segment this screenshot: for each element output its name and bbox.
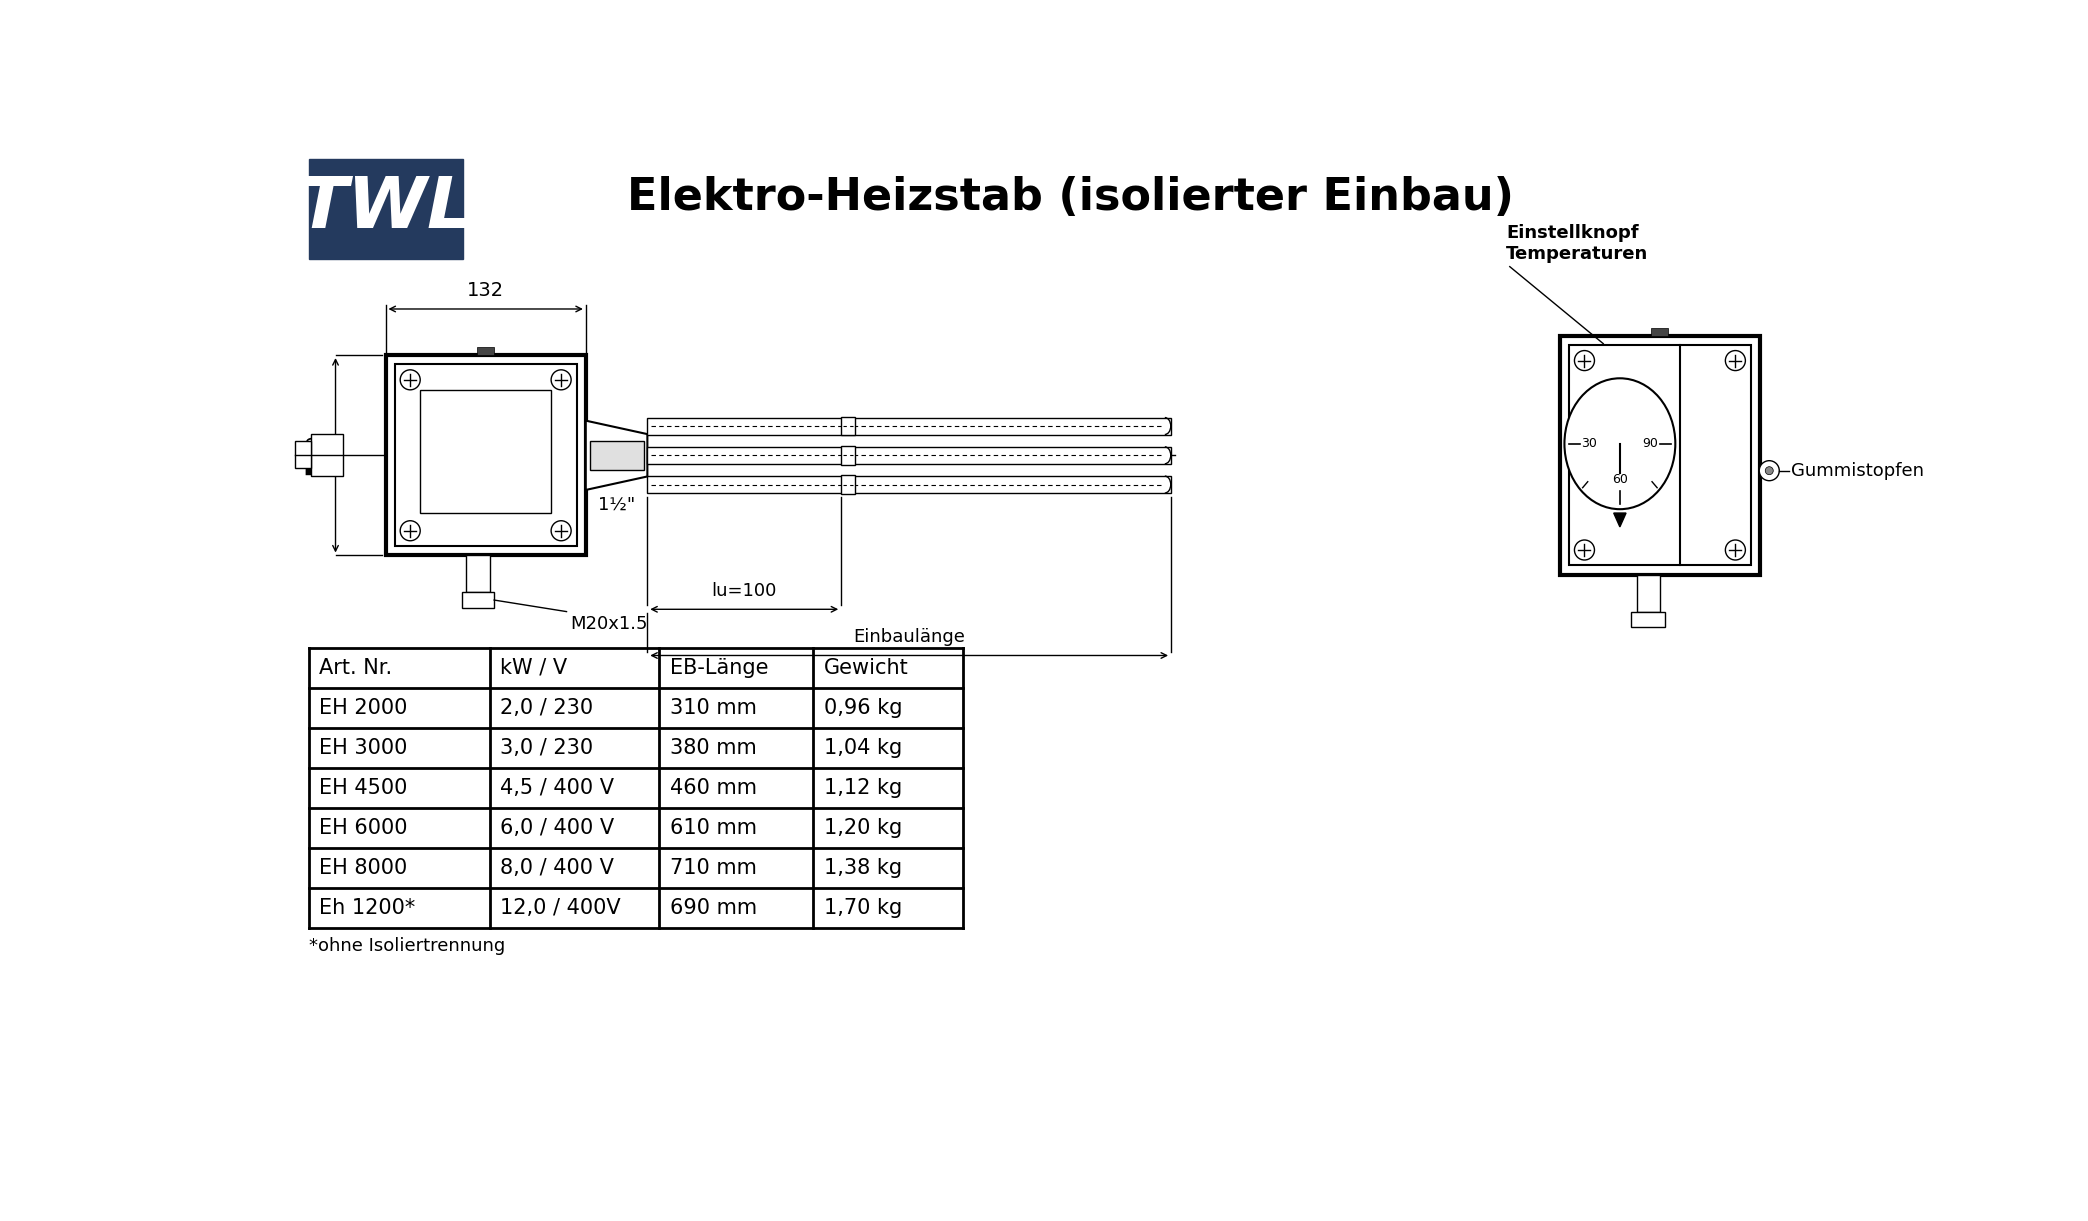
Circle shape	[1725, 350, 1746, 371]
Text: 460 mm: 460 mm	[670, 778, 756, 799]
Text: 310 mm: 310 mm	[670, 698, 756, 718]
Text: 12,0 / 400V: 12,0 / 400V	[501, 899, 620, 918]
Bar	[420, 389, 551, 513]
Circle shape	[1574, 350, 1595, 371]
Polygon shape	[587, 421, 647, 490]
Text: *ohne Isoliertrennung: *ohne Isoliertrennung	[309, 938, 505, 955]
Bar	[841, 446, 854, 464]
Ellipse shape	[1564, 379, 1675, 509]
Text: 8,0 / 400 V: 8,0 / 400 V	[501, 858, 614, 878]
Text: 132: 132	[468, 281, 503, 299]
Text: kW / V: kW / V	[501, 658, 568, 678]
Bar	[1560, 336, 1760, 575]
Bar	[1631, 612, 1666, 628]
Bar	[311, 433, 342, 476]
Text: Elektro-Heizstab (isolierter Einbau): Elektro-Heizstab (isolierter Einbau)	[626, 176, 1514, 219]
Bar	[466, 556, 489, 592]
Text: 1,20 kg: 1,20 kg	[823, 818, 902, 838]
Bar	[841, 475, 854, 493]
Text: Art. Nr.: Art. Nr.	[319, 658, 393, 678]
Bar	[296, 442, 311, 469]
Text: 690 mm: 690 mm	[670, 899, 756, 918]
Polygon shape	[1614, 513, 1627, 527]
Text: EH 8000: EH 8000	[319, 858, 407, 878]
Text: EB-Länge: EB-Länge	[670, 658, 768, 678]
Circle shape	[1760, 460, 1779, 481]
Text: 30: 30	[1581, 437, 1597, 451]
Text: 6,0 / 400 V: 6,0 / 400 V	[501, 818, 614, 838]
Bar	[395, 364, 576, 546]
Text: lu=100: lu=100	[712, 582, 777, 600]
Bar	[589, 441, 643, 470]
Text: 1,70 kg: 1,70 kg	[823, 899, 902, 918]
Bar	[1652, 328, 1668, 336]
Text: 60: 60	[1612, 474, 1629, 486]
Text: 610 mm: 610 mm	[670, 818, 756, 838]
Bar	[478, 348, 495, 355]
Text: 3,0 / 230: 3,0 / 230	[501, 737, 593, 758]
Text: TWL: TWL	[299, 175, 474, 243]
Text: Eh 1200*: Eh 1200*	[319, 899, 416, 918]
Circle shape	[401, 520, 420, 541]
Circle shape	[551, 520, 572, 541]
Bar	[647, 418, 1171, 435]
Text: Gummistopfen: Gummistopfen	[1792, 462, 1923, 480]
Text: 1,04 kg: 1,04 kg	[823, 737, 902, 758]
Text: EH 2000: EH 2000	[319, 698, 407, 718]
Bar	[309, 159, 464, 259]
Bar	[1568, 346, 1750, 565]
Text: 2,0 / 230: 2,0 / 230	[501, 698, 593, 718]
Circle shape	[551, 370, 572, 389]
Bar	[461, 592, 495, 608]
Text: Einstellknopf
Temperaturen: Einstellknopf Temperaturen	[1505, 223, 1647, 263]
Text: 1,38 kg: 1,38 kg	[823, 858, 902, 878]
Text: 380 mm: 380 mm	[670, 737, 756, 758]
Text: 90: 90	[1643, 437, 1658, 451]
Text: EH 6000: EH 6000	[319, 818, 407, 838]
Text: Gewicht: Gewicht	[823, 658, 908, 678]
Text: Einbaulänge: Einbaulänge	[854, 629, 965, 646]
Text: 4,5 / 400 V: 4,5 / 400 V	[501, 778, 614, 799]
Text: M20x1.5: M20x1.5	[570, 615, 647, 634]
Circle shape	[1574, 540, 1595, 560]
Text: 710 mm: 710 mm	[670, 858, 756, 878]
Bar	[647, 447, 1171, 464]
Circle shape	[401, 370, 420, 389]
Bar	[1637, 575, 1660, 612]
Circle shape	[1764, 466, 1773, 475]
Circle shape	[1725, 540, 1746, 560]
Bar	[647, 476, 1171, 493]
Text: EH 3000: EH 3000	[319, 737, 407, 758]
Bar	[386, 355, 587, 556]
Text: 1,12 kg: 1,12 kg	[823, 778, 902, 799]
Text: 0,96 kg: 0,96 kg	[823, 698, 902, 718]
Bar	[841, 416, 854, 435]
Text: 1½": 1½"	[597, 496, 635, 514]
Text: ▉90: ▉90	[307, 436, 326, 475]
Text: EH 4500: EH 4500	[319, 778, 407, 799]
